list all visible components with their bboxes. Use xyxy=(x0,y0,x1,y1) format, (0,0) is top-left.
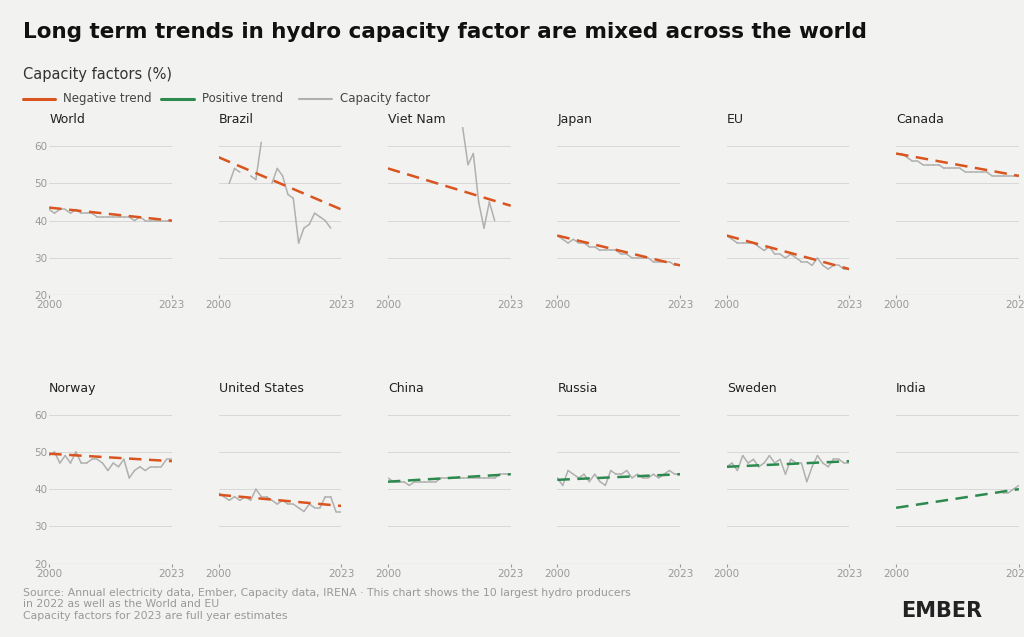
Text: EMBER: EMBER xyxy=(901,601,982,621)
Text: World: World xyxy=(49,113,85,126)
Text: Canada: Canada xyxy=(896,113,944,126)
Text: EU: EU xyxy=(727,113,743,126)
Text: Negative trend: Negative trend xyxy=(63,92,153,105)
Text: United States: United States xyxy=(218,382,303,395)
Text: Sweden: Sweden xyxy=(727,382,776,395)
Text: India: India xyxy=(896,382,927,395)
Text: Russia: Russia xyxy=(557,382,598,395)
Text: Capacity factors (%): Capacity factors (%) xyxy=(23,67,172,82)
Text: Japan: Japan xyxy=(557,113,592,126)
Text: Brazil: Brazil xyxy=(218,113,254,126)
Text: Norway: Norway xyxy=(49,382,96,395)
Text: Source: Annual electricity data, Ember, Capacity data, IRENA · This chart shows : Source: Annual electricity data, Ember, … xyxy=(23,588,631,621)
Text: China: China xyxy=(388,382,424,395)
Text: Capacity factor: Capacity factor xyxy=(340,92,430,105)
Text: Long term trends in hydro capacity factor are mixed across the world: Long term trends in hydro capacity facto… xyxy=(23,22,866,42)
Text: Positive trend: Positive trend xyxy=(202,92,283,105)
Text: Viet Nam: Viet Nam xyxy=(388,113,445,126)
